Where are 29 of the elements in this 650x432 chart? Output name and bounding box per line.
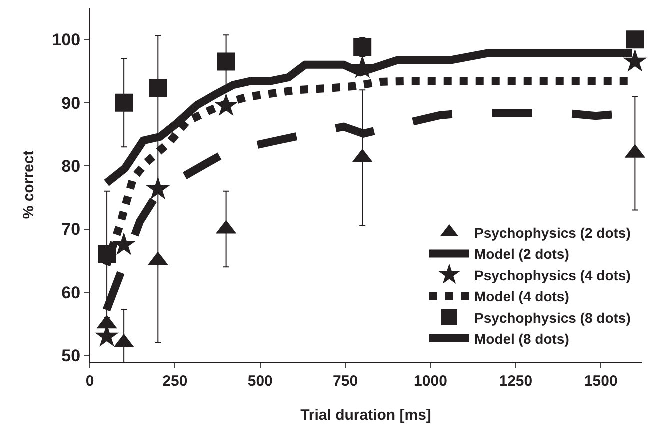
point: [623, 49, 648, 72]
x-axis-title: Trial duration [ms]: [300, 407, 432, 424]
x-tick-label: 250: [162, 373, 188, 390]
x-tick-label: 1250: [499, 373, 533, 390]
legend-label: Model (8 dots): [474, 330, 570, 347]
legend-label: Psychophysics (8 dots): [474, 310, 631, 326]
legend-label: Model (4 dots): [474, 288, 570, 305]
point: [112, 232, 136, 256]
y-tick-label: 80: [62, 156, 81, 176]
y-axis-title: % correct: [20, 150, 38, 220]
legend-label: Model (2 dots): [474, 246, 570, 262]
y-tick-label: 70: [62, 220, 81, 240]
point: [115, 94, 134, 112]
y-tick-label: 90: [62, 94, 81, 113]
x-tick-label: 0: [86, 373, 94, 390]
point: [354, 38, 372, 56]
x-tick-label: 1000: [414, 373, 448, 390]
x-tick-label: 750: [333, 373, 358, 390]
legend-label: Psychophysics (4 dots): [474, 267, 631, 284]
point: [217, 52, 236, 71]
y-tick-label: 60: [62, 283, 81, 302]
point: [149, 79, 168, 98]
point: [626, 30, 644, 49]
x-tick-label: 1500: [584, 373, 618, 390]
y-tick-label: 100: [52, 30, 81, 50]
x-tick-label: 500: [248, 373, 273, 390]
y-tick-label: 50: [62, 346, 81, 366]
point: [146, 176, 170, 200]
legend-label: Psychophysics (2 dots): [474, 224, 631, 241]
